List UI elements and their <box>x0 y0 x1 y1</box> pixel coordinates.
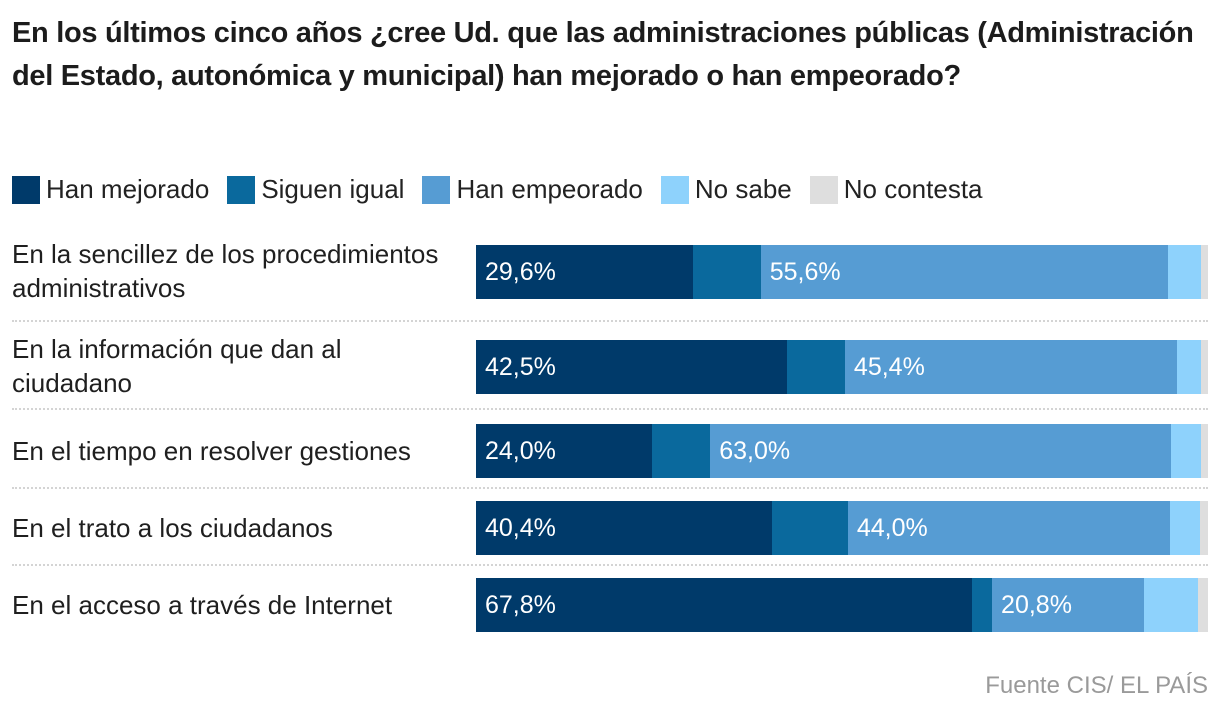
source-note: Fuente CIS/ EL PAÍS <box>985 672 1208 699</box>
stacked-bar: 29,6% 55,6% <box>476 245 1208 299</box>
bar-segment-siguen-igual <box>771 501 848 555</box>
legend: Han mejorado Siguen igual Han empeorado … <box>12 174 1001 205</box>
data-label: 40,4% <box>485 514 556 542</box>
bar-segment-no-contesta <box>1197 578 1208 632</box>
stacked-bar: 42,5% 45,4% <box>476 340 1208 394</box>
bar-segment-no-contesta <box>1201 245 1208 299</box>
data-label: 44,0% <box>856 514 928 542</box>
bar-segment-no-contesta <box>1200 424 1208 478</box>
bar-segment-no-sabe <box>1144 578 1198 632</box>
category-label: En la sencillez de los procedimientos ad… <box>12 239 439 303</box>
legend-item-siguen-igual: Siguen igual <box>227 174 404 205</box>
row-divider <box>12 408 1208 410</box>
stacked-bar: 24,0% 63,0% <box>476 424 1208 478</box>
legend-swatch <box>12 175 40 204</box>
bar-segment-no-contesta <box>1201 340 1208 394</box>
bar-segment-han-empeorado <box>760 245 1168 299</box>
bar-segment-han-empeorado <box>847 501 1170 555</box>
stacked-bar: 40,4% 44,0% <box>476 501 1208 555</box>
bar-segment-han-empeorado <box>710 424 1172 478</box>
bar-segment-siguen-igual <box>972 578 993 632</box>
data-label: 67,8% <box>485 591 556 619</box>
bar-segment-han-mejorado <box>476 340 788 394</box>
legend-swatch <box>809 175 838 204</box>
bar-segment-no-sabe <box>1171 424 1201 478</box>
data-label: 29,6% <box>485 258 556 286</box>
chart-title: En los últimos cinco años ¿cree Ud. que … <box>12 17 1194 92</box>
bar-segment-han-empeorado <box>844 340 1178 394</box>
legend-item-han-mejorado: Han mejorado <box>12 174 209 205</box>
legend-item-no-contesta: No contesta <box>809 174 983 205</box>
bar-segment-han-mejorado <box>476 578 973 632</box>
row-divider <box>12 564 1208 566</box>
legend-label: Han empeorado <box>456 174 643 204</box>
stacked-bar: 67,8% 20,8% <box>476 578 1208 632</box>
bar-segment-no-sabe <box>1169 501 1200 555</box>
bar-segment-siguen-igual <box>651 424 711 478</box>
bar-segment-siguen-igual <box>692 245 761 299</box>
data-label: 42,5% <box>485 353 556 381</box>
bar-segment-han-mejorado <box>476 245 693 299</box>
data-label: 63,0% <box>719 437 791 465</box>
legend-item-han-empeorado: Han empeorado <box>422 174 643 205</box>
category-label: En el trato a los ciudadanos <box>12 513 333 543</box>
legend-swatch <box>660 175 689 204</box>
legend-label: Han mejorado <box>46 174 210 204</box>
data-label: 20,8% <box>1001 591 1072 619</box>
row-divider <box>12 487 1208 489</box>
category-label: En el tiempo en resolver gestiones <box>12 436 411 466</box>
bar-segment-siguen-igual <box>787 340 845 394</box>
data-label: 45,4% <box>853 353 925 381</box>
legend-label: No sabe <box>694 174 792 204</box>
bar-segment-no-contesta <box>1199 501 1208 555</box>
legend-item-no-sabe: No sabe <box>660 174 792 205</box>
data-label: 55,6% <box>769 258 841 286</box>
bar-segment-no-sabe <box>1167 245 1202 299</box>
bar-segment-no-sabe <box>1177 340 1202 394</box>
legend-label: No contesta <box>843 174 983 204</box>
legend-swatch <box>422 175 451 204</box>
data-label: 24,0% <box>485 437 556 465</box>
legend-swatch <box>227 175 256 204</box>
bar-segment-han-mejorado <box>476 501 772 555</box>
row-divider <box>12 320 1208 322</box>
bar-segment-han-empeorado <box>992 578 1145 632</box>
bar-segment-han-mejorado <box>476 424 652 478</box>
category-label: En el acceso a través de Internet <box>12 590 393 620</box>
legend-label: Siguen igual <box>261 174 405 204</box>
category-label: En la información que dan al ciudadano <box>12 334 342 398</box>
